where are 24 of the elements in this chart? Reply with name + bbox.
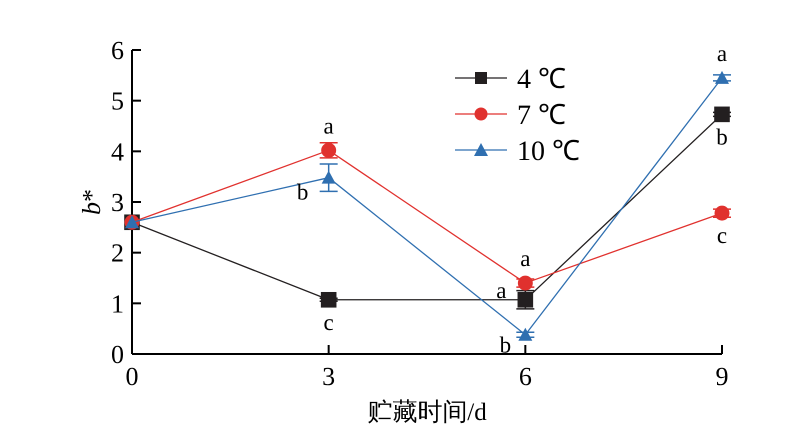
legend-label: 4 ℃ — [517, 64, 566, 95]
annotation: b — [716, 124, 728, 150]
annotation: a — [520, 246, 530, 272]
y-tick-label: 4 — [111, 137, 124, 166]
y-tick-label: 1 — [111, 289, 124, 318]
x-tick-label: 6 — [518, 362, 532, 391]
y-axis-title: b* — [77, 189, 106, 215]
y-tick-label: 2 — [111, 238, 124, 268]
annotation: c — [716, 223, 728, 248]
y-tick-label: 3 — [111, 188, 124, 217]
annotation: b — [296, 180, 308, 205]
annotation: a — [716, 40, 728, 66]
y-tick-label: 5 — [111, 86, 124, 116]
x-axis-title: 贮藏时间/d — [367, 399, 488, 426]
y-tick-label: 6 — [111, 36, 124, 65]
annotation: a — [324, 113, 334, 138]
x-tick-label: 9 — [716, 362, 728, 391]
annotation: b — [500, 332, 512, 358]
annotation: c — [324, 310, 334, 335]
legend-label: 10 ℃ — [517, 136, 580, 167]
x-tick-label: 3 — [322, 362, 336, 391]
y-tick-label: 0 — [111, 340, 124, 369]
annotation: a — [496, 278, 506, 303]
legend-label: 7 ℃ — [517, 100, 566, 131]
